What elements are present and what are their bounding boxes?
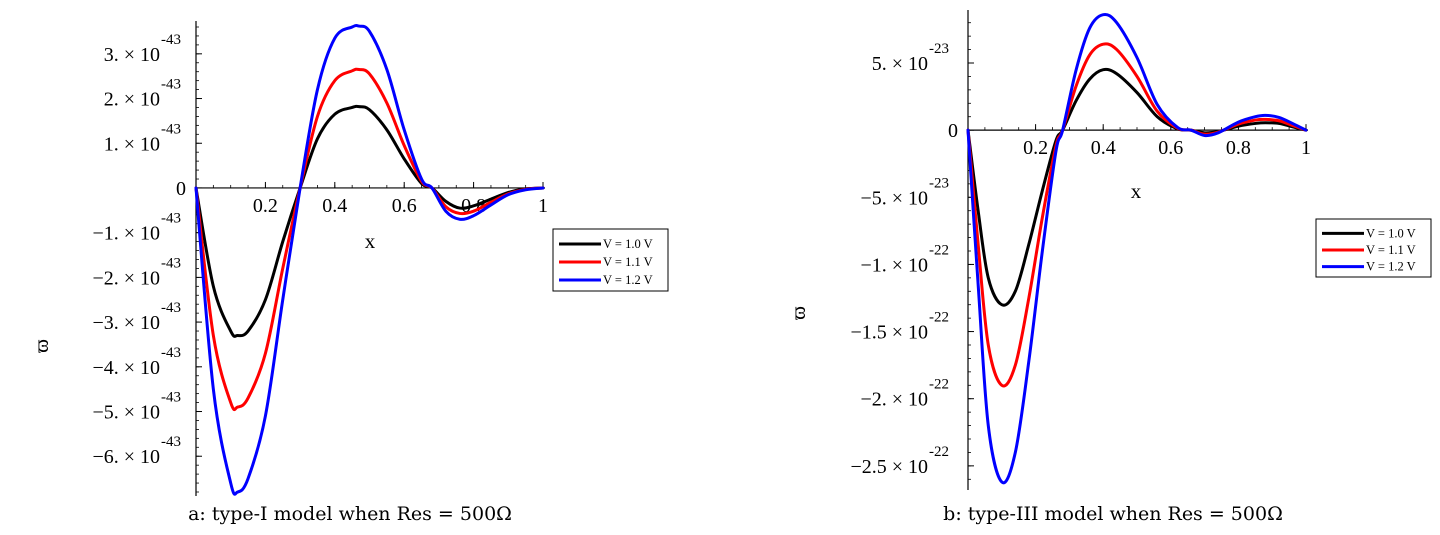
x-tick-label: 1 [1301,137,1311,159]
x-axis-label: x [1131,179,1142,203]
y-tick-exponent: -43 [161,32,181,48]
y-tick-exponent: -23 [929,41,949,57]
legend-label: V = 1.2 V [1366,260,1416,274]
y-tick-exponent: -43 [161,77,181,93]
y-tick-label: −1.5 × 10 [850,322,928,344]
y-tick-label: −3. × 10 [92,312,160,334]
y-tick-exponent: -43 [161,345,181,361]
y-tick-exponent: -22 [929,310,949,326]
y-axis-label: ϖ [786,306,810,320]
series-line-3 [194,24,545,496]
y-tick-exponent: -43 [161,211,181,227]
legend-label: V = 1.1 V [603,255,653,269]
chart-2: 5. × 10-230−5. × 10-23−1. × 10-22−1.5 × … [786,10,1432,525]
y-tick-label: −2.5 × 10 [850,456,928,478]
x-tick-label: 1 [538,195,548,217]
y-tick-label: −1. × 10 [92,223,160,245]
legend-label: V = 1.2 V [603,273,653,287]
y-tick-label: 2. × 10 [104,89,160,111]
legend-label: V = 1.0 V [1366,226,1416,240]
series-line-2 [194,67,545,412]
y-tick-label: −1. × 10 [860,254,928,276]
y-tick-label: 3. × 10 [104,44,160,66]
x-tick-label: 0.8 [1226,137,1251,159]
y-tick-label: −5. × 10 [92,402,160,424]
y-tick-label: 1. × 10 [104,133,160,155]
legend-box [552,228,669,292]
y-tick-label: −4. × 10 [92,357,160,379]
x-tick-label: 0.6 [1158,137,1183,159]
y-tick-exponent: -43 [161,434,181,450]
legend-label: V = 1.1 V [1366,243,1416,257]
chart-1: 3. × 10-432. × 10-431. × 10-430−1. × 10-… [29,21,669,525]
y-tick-label: −2. × 10 [860,389,928,411]
y-tick-label: −6. × 10 [92,446,160,468]
x-tick-label: 0.6 [392,195,417,217]
y-tick-exponent: -43 [161,390,181,406]
series-line-2 [966,42,1308,388]
y-tick-exponent: -43 [161,300,181,316]
figure-caption: a: type-I model when Res = 500Ω [188,503,512,525]
y-tick-exponent: -43 [161,255,181,271]
y-tick-exponent: -23 [929,175,949,191]
y-axis-label: ϖ [29,339,53,353]
series-line-1 [966,67,1308,307]
x-axis-label: x [365,229,376,253]
y-tick-label: 0 [948,120,958,142]
x-tick-label: 0.2 [253,195,278,217]
y-tick-label: −5. × 10 [860,187,928,209]
x-tick-label: 0.4 [1091,137,1116,159]
y-tick-label: 5. × 10 [872,53,928,75]
x-tick-label: 0.4 [322,195,347,217]
y-tick-exponent: -43 [161,121,181,137]
x-tick-label: 0.2 [1023,137,1048,159]
y-tick-exponent: -22 [929,377,949,393]
y-tick-exponent: -22 [929,444,949,460]
legend-label: V = 1.0 V [603,237,653,251]
y-tick-exponent: -22 [929,242,949,258]
series-line-3 [966,12,1308,485]
y-tick-label: 0 [176,178,186,200]
series-line-1 [194,104,545,338]
y-tick-label: −2. × 10 [92,267,160,289]
figure-caption: b: type-III model when Res = 500Ω [943,503,1283,525]
